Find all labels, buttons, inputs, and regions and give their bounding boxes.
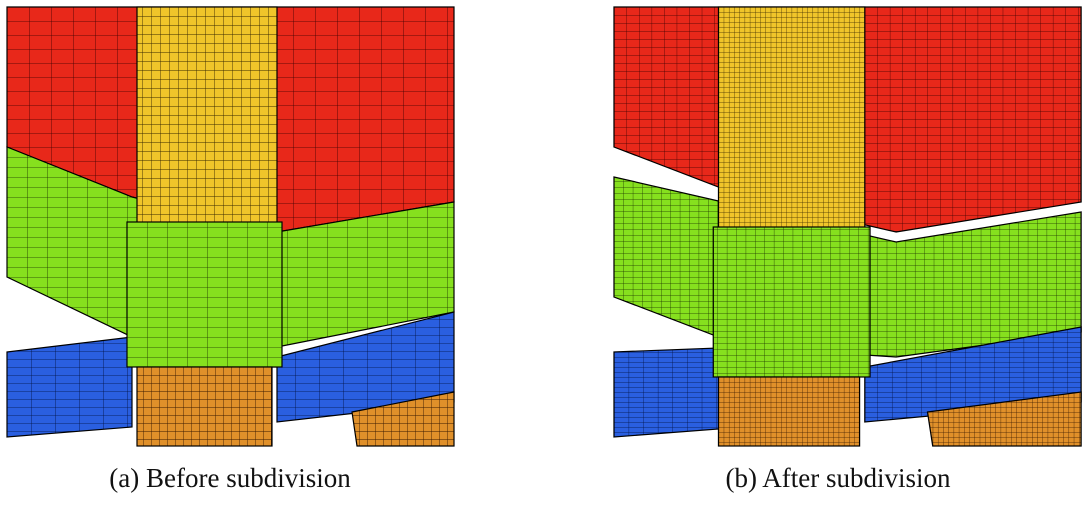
mesh-before	[7, 7, 454, 446]
column-lower	[719, 377, 860, 446]
joint	[713, 227, 870, 377]
figure: (a) Before subdivision (b) After subdivi…	[0, 0, 1088, 519]
beam-left	[7, 337, 132, 437]
caption: (b) After subdivision	[726, 463, 951, 493]
mesh-after	[614, 7, 1081, 446]
caption: (a) Before subdivision	[109, 463, 351, 493]
page: {"figure": {"panels": [{"caption": "(a) …	[0, 0, 1088, 519]
column-lower	[137, 367, 272, 446]
joint	[127, 222, 282, 367]
